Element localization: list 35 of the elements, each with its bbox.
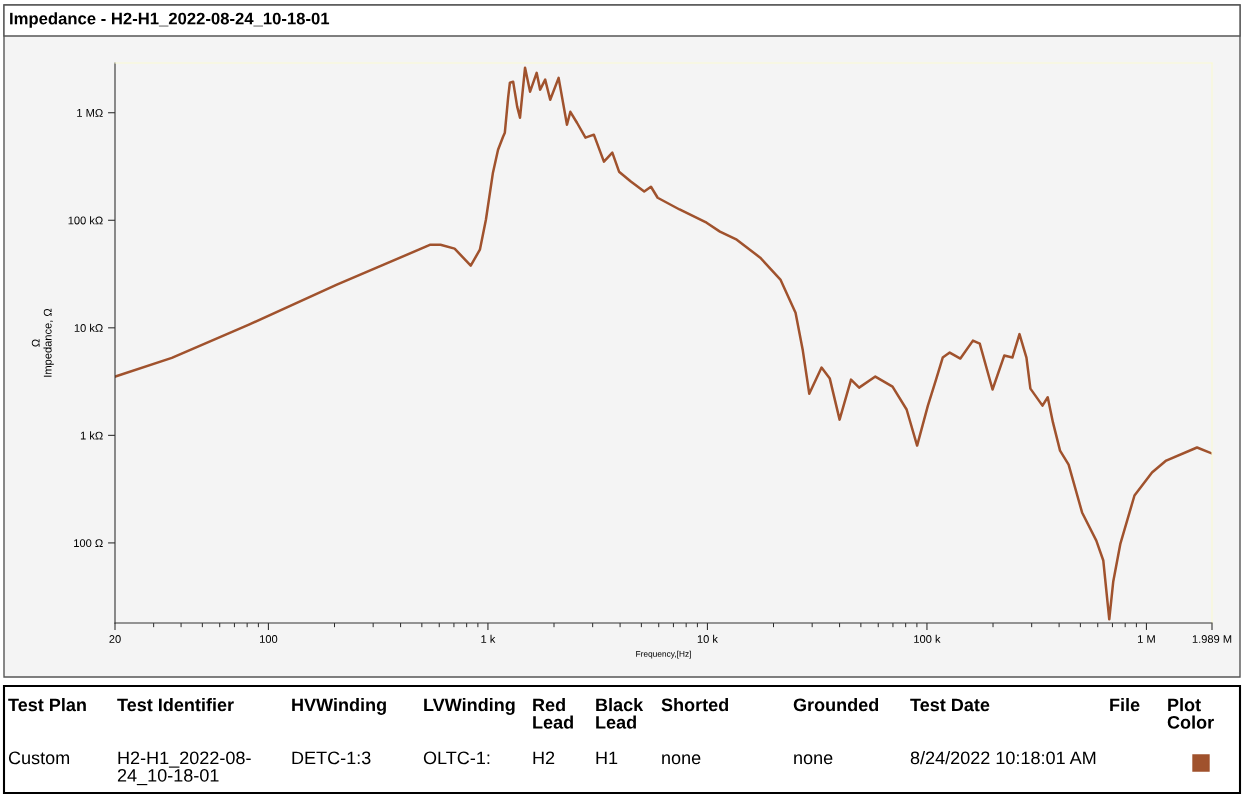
- y-tick-label: 1 MΩ: [77, 109, 103, 117]
- text: Plot Color: [1167, 698, 1214, 729]
- y-axis-title: Ω Impedance, Ω: [31, 308, 54, 377]
- text: Test Plan: [8, 698, 86, 712]
- x-tick-label: 20: [109, 635, 121, 643]
- text: File: [1110, 698, 1140, 712]
- text: Red Lead: [533, 698, 573, 729]
- y-tick-label: 10 kΩ: [74, 323, 103, 332]
- text: H2: [533, 751, 555, 765]
- text: H1: [596, 751, 618, 765]
- x-tick-label: 1 k: [481, 634, 496, 643]
- text: OLTC-1:: [423, 751, 490, 765]
- x-tick-label: 100 k: [914, 634, 941, 643]
- y-tick-label: 100 Ω: [74, 539, 103, 548]
- text: Shorted: [661, 698, 729, 712]
- text: Custom: [8, 751, 70, 765]
- text: none: [794, 754, 833, 765]
- y-tick-label: 100 kΩ: [68, 216, 103, 225]
- text: 8/24/2022 10:18:01 AM: [910, 751, 1096, 765]
- text: LVWinding: [424, 698, 515, 715]
- text: HVWinding: [292, 698, 386, 715]
- text: none: [662, 754, 701, 765]
- x-tick-label: 100: [260, 635, 278, 643]
- text: DETC-1:3: [292, 751, 371, 765]
- text: Test Identifier: [117, 698, 234, 712]
- text: Black Lead: [596, 698, 644, 729]
- text: Grounded: [793, 698, 879, 712]
- text: H2-H1_2022-08-24_10-18-01: [117, 751, 251, 786]
- chart-title: Impedance - H2-H1_2022-08-24_10-18-01: [10, 12, 330, 28]
- x-tick-label: 1.989 M: [1192, 635, 1232, 643]
- x-axis-title: Frequency,[Hz]: [636, 650, 691, 659]
- x-tick-label: 10 k: [697, 634, 718, 643]
- text: Test Date: [910, 698, 990, 712]
- x-tick-label: 1 M: [1138, 635, 1155, 643]
- y-tick-label: 1 kΩ: [80, 431, 103, 440]
